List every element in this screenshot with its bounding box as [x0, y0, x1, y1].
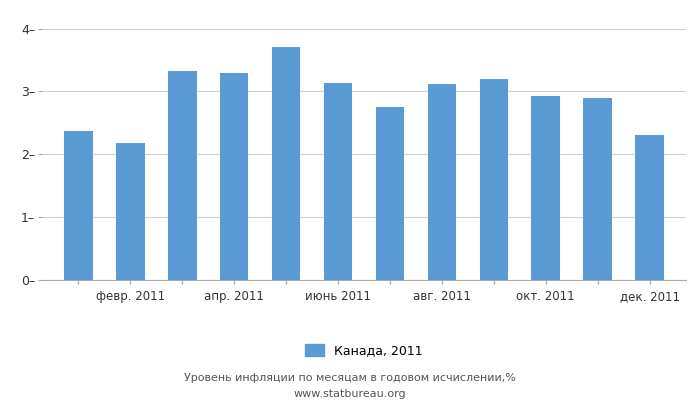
Bar: [583, 98, 612, 280]
Bar: [168, 71, 197, 280]
Bar: [376, 107, 405, 280]
Bar: [531, 96, 560, 280]
Bar: [116, 143, 145, 280]
Bar: [272, 48, 300, 280]
Bar: [636, 135, 664, 280]
Bar: [220, 72, 248, 280]
Bar: [428, 84, 456, 280]
Bar: [323, 83, 352, 280]
Legend: Канада, 2011: Канада, 2011: [305, 344, 423, 357]
Bar: [480, 79, 508, 280]
Bar: [64, 131, 92, 280]
Text: www.statbureau.org: www.statbureau.org: [294, 389, 406, 399]
Text: Уровень инфляции по месяцам в годовом исчислении,%: Уровень инфляции по месяцам в годовом ис…: [184, 373, 516, 383]
